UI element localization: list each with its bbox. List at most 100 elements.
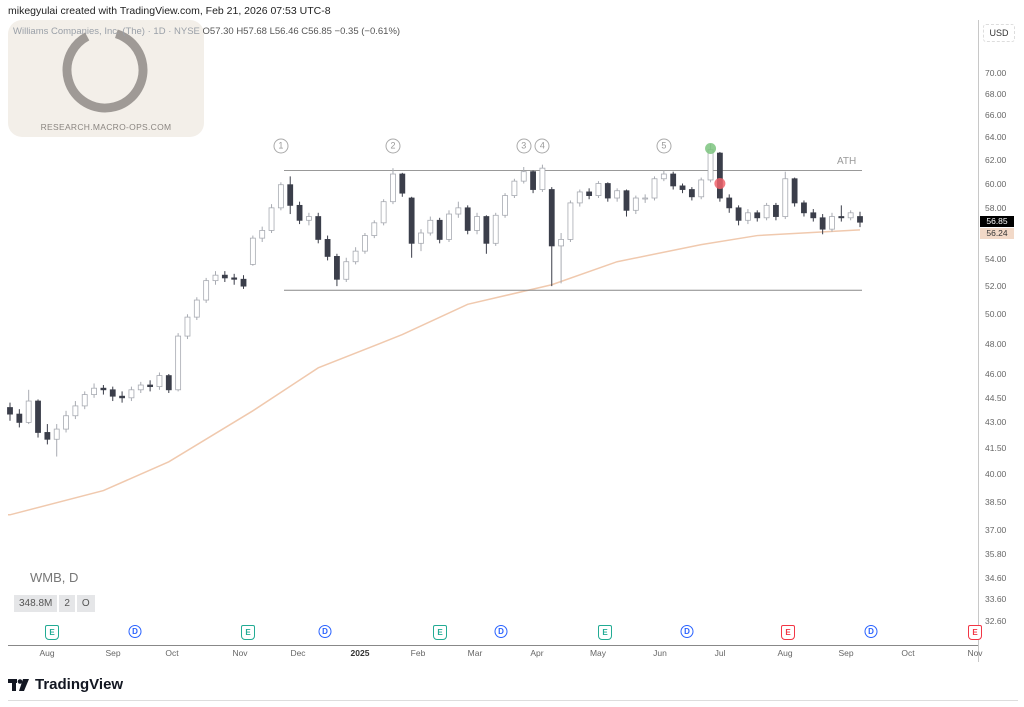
price-tick: 35.80 <box>985 548 1007 559</box>
candle-down <box>324 239 331 257</box>
candle-up <box>567 202 574 240</box>
symbol-label: WMB, D <box>30 570 79 585</box>
time-tick: Nov <box>232 648 248 658</box>
candle-down <box>604 183 611 199</box>
price-tick: 33.60 <box>985 594 1007 605</box>
earnings-icon[interactable]: E <box>968 625 982 640</box>
price-tick: 52.00 <box>985 281 1007 292</box>
price-tick: 50.00 <box>985 309 1007 320</box>
tradingview-icon <box>8 678 29 691</box>
candle-down <box>530 171 536 190</box>
time-tick: Oct <box>165 648 179 658</box>
candle-up <box>511 180 518 196</box>
candle-up <box>72 405 79 417</box>
time-tick: Aug <box>39 648 55 658</box>
candle-down <box>670 173 677 187</box>
candle-up <box>520 171 527 182</box>
earnings-icon[interactable]: E <box>45 625 59 640</box>
candle-down <box>399 173 406 194</box>
candle-up <box>249 237 256 265</box>
candle-up <box>698 179 705 198</box>
dividend-icon[interactable]: D <box>494 625 508 638</box>
time-tick: Nov <box>967 648 983 658</box>
candle-down <box>165 375 172 391</box>
candle-up <box>362 235 368 252</box>
instrument-name: Williams Companies, Inc. (The) · 1D · NY… <box>13 26 200 37</box>
time-tick: Feb <box>410 648 426 658</box>
time-tick: Sep <box>105 648 121 658</box>
price-tick: 62.00 <box>985 155 1007 166</box>
candle-up <box>474 216 480 231</box>
price-tick: 70.00 <box>985 68 1007 78</box>
earnings-icon[interactable]: E <box>781 625 795 640</box>
candle-up <box>268 207 275 231</box>
candle-down <box>726 197 733 209</box>
touch-label-2: 2 <box>385 138 401 154</box>
candle-up <box>156 375 163 388</box>
candle-up <box>660 173 667 180</box>
candle-up <box>763 204 770 219</box>
candle-down <box>810 212 817 219</box>
earnings-icon[interactable]: E <box>241 625 255 640</box>
candle-down <box>436 219 443 240</box>
earnings-icon[interactable]: E <box>598 625 612 640</box>
candle-down <box>147 384 154 388</box>
candle-up <box>707 149 714 181</box>
candle-up <box>212 274 219 282</box>
candle-up <box>91 387 97 395</box>
enso-circle-icon <box>62 27 148 113</box>
price-chart[interactable] <box>0 0 978 645</box>
earnings-icon[interactable]: E <box>433 625 447 640</box>
price-tick: 38.50 <box>985 496 1007 507</box>
candle-up <box>390 173 396 203</box>
price-tick: 32.60 <box>985 615 1007 626</box>
candle-down <box>221 274 228 279</box>
dividend-icon[interactable]: D <box>318 625 332 638</box>
currency-button[interactable]: USD <box>983 24 1015 42</box>
candle-down <box>7 407 13 415</box>
candle-up <box>539 167 546 190</box>
price-tick: 34.60 <box>985 573 1007 584</box>
ath-label: ATH <box>837 156 857 167</box>
time-tick: Apr <box>530 648 544 658</box>
price-tick: 60.00 <box>985 178 1007 189</box>
ma-price-label: 56.24 <box>980 227 1014 239</box>
price-tick: 48.00 <box>985 338 1007 349</box>
time-tick: Aug <box>777 648 793 658</box>
ath-marker <box>705 143 717 155</box>
dividend-icon[interactable]: D <box>128 625 142 638</box>
candle-down <box>586 191 593 196</box>
candle-up <box>745 212 751 221</box>
candle-up <box>847 212 854 219</box>
candle-up <box>427 219 434 234</box>
candle-down <box>679 185 686 190</box>
candle-down <box>296 204 303 221</box>
price-tick: 66.00 <box>985 110 1007 121</box>
candle-up <box>128 389 135 399</box>
candle-down <box>334 256 340 280</box>
break-marker <box>714 178 726 190</box>
candle-up <box>343 261 350 280</box>
dividend-icon[interactable]: D <box>864 625 878 638</box>
price-tick: 64.00 <box>985 132 1007 143</box>
candle-up <box>418 232 424 244</box>
moving-average-line <box>8 229 861 516</box>
time-tick: May <box>589 648 607 658</box>
candle-up <box>492 214 499 244</box>
candle-up <box>184 316 191 337</box>
status-badges: 348.8M 2 O <box>14 595 95 612</box>
touch-label-3: 3 <box>516 138 532 154</box>
o-badge: O <box>76 595 95 612</box>
candle-up <box>558 239 564 247</box>
watermark-text: RESEARCH.MACRO-OPS.COM <box>40 122 172 132</box>
price-axis-divider <box>978 20 979 662</box>
candle-up <box>380 201 387 224</box>
dividend-icon[interactable]: D <box>680 625 694 638</box>
tradingview-logo[interactable]: TradingView <box>8 676 123 693</box>
candle-up <box>137 384 144 391</box>
candle-down <box>735 207 742 221</box>
candle-down <box>287 184 294 206</box>
time-tick: Dec <box>290 648 306 658</box>
last-price-label: 56.85 <box>980 216 1014 228</box>
candle-up <box>642 197 649 200</box>
